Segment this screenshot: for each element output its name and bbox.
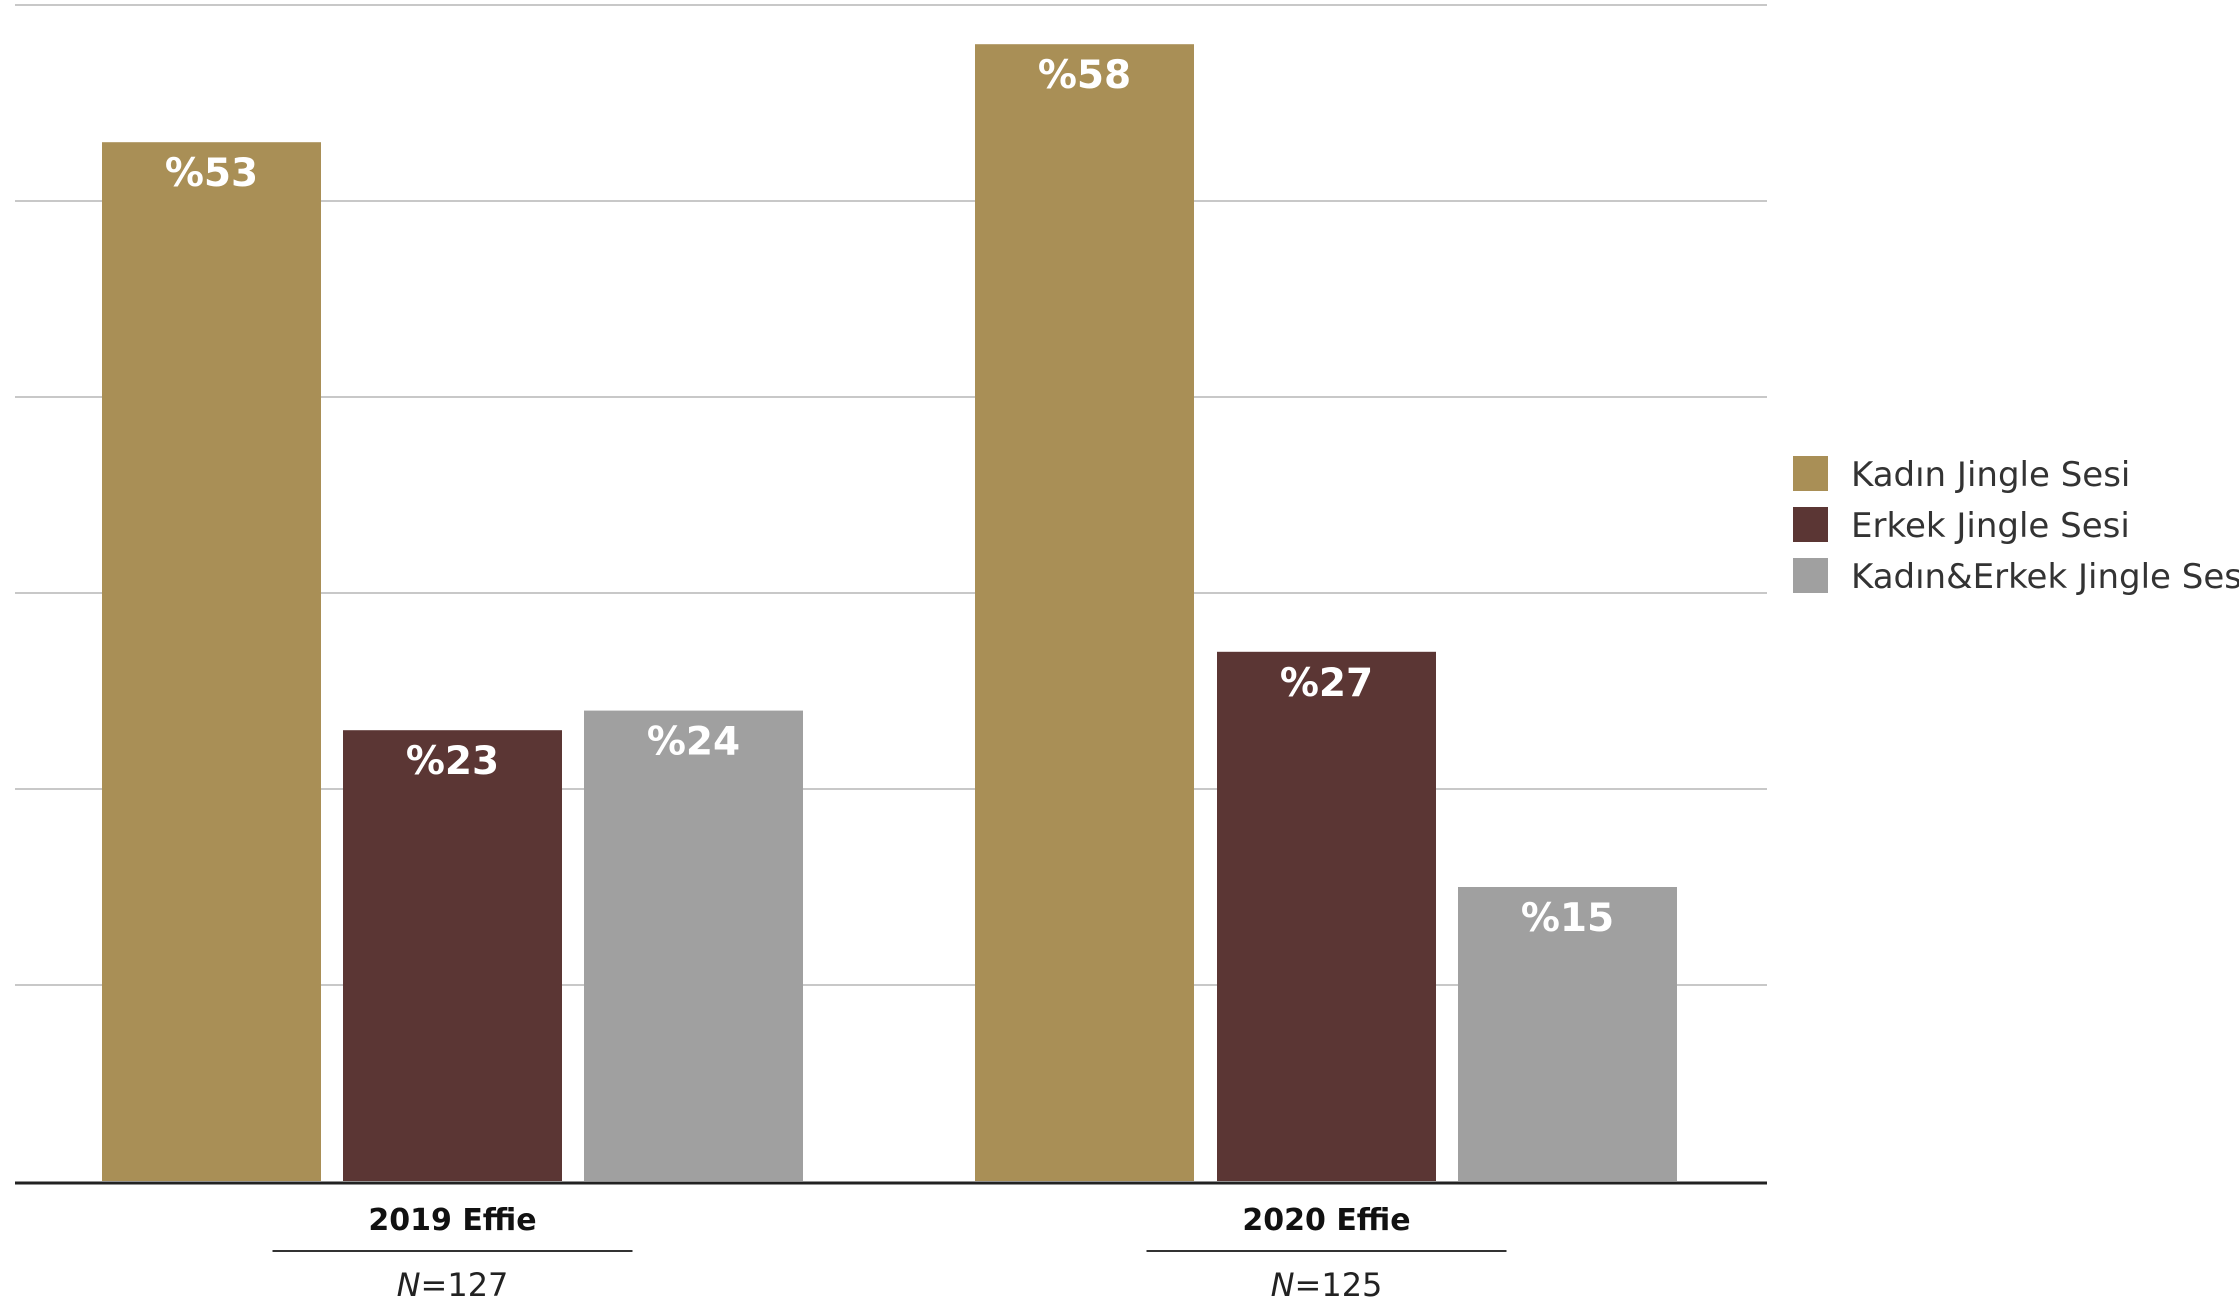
sample-size-prefix-1: N xyxy=(397,1266,421,1302)
bar-1-2 xyxy=(343,730,562,1181)
data-label-2-2: %27 xyxy=(1280,661,1373,706)
bars: %53 %58 %23 %27 %24 %15 xyxy=(102,44,1677,1182)
legend-swatch-3 xyxy=(1793,558,1828,593)
bar-1-1 xyxy=(102,142,321,1182)
bar-1-3 xyxy=(584,710,803,1181)
sample-size-2: N=125 xyxy=(1271,1266,1383,1302)
legend-swatch-2 xyxy=(1793,507,1828,542)
data-label-1-2: %23 xyxy=(406,739,499,784)
bar-2-3 xyxy=(1458,887,1677,1181)
legend: Kadın Jingle Sesi Erkek Jingle Sesi Kadın&… xyxy=(1793,455,2239,597)
category-label-2: 2020 Effie xyxy=(1242,1203,1410,1238)
legend-label-3: Kadın&Erkek Jingle Sesi xyxy=(1851,557,2239,597)
data-label-2-1: %58 xyxy=(1038,53,1131,98)
legend-label-1: Kadın Jingle Sesi xyxy=(1851,455,2130,495)
data-label-1-3: %24 xyxy=(647,720,740,765)
legend-swatch-1 xyxy=(1793,456,1828,491)
category-label-1: 2019 Effie xyxy=(368,1203,536,1238)
data-label-1-1: %53 xyxy=(165,151,258,196)
data-label-2-3: %15 xyxy=(1521,896,1614,941)
sample-size-1: N=127 xyxy=(397,1266,509,1302)
bar-2-2 xyxy=(1217,651,1436,1181)
sample-size-value-2: =125 xyxy=(1295,1266,1383,1302)
sample-size-value-1: =127 xyxy=(421,1266,509,1302)
sample-size-prefix-2: N xyxy=(1271,1266,1295,1302)
bar-2-1 xyxy=(975,44,1194,1182)
legend-label-2: Erkek Jingle Sesi xyxy=(1851,506,2130,546)
